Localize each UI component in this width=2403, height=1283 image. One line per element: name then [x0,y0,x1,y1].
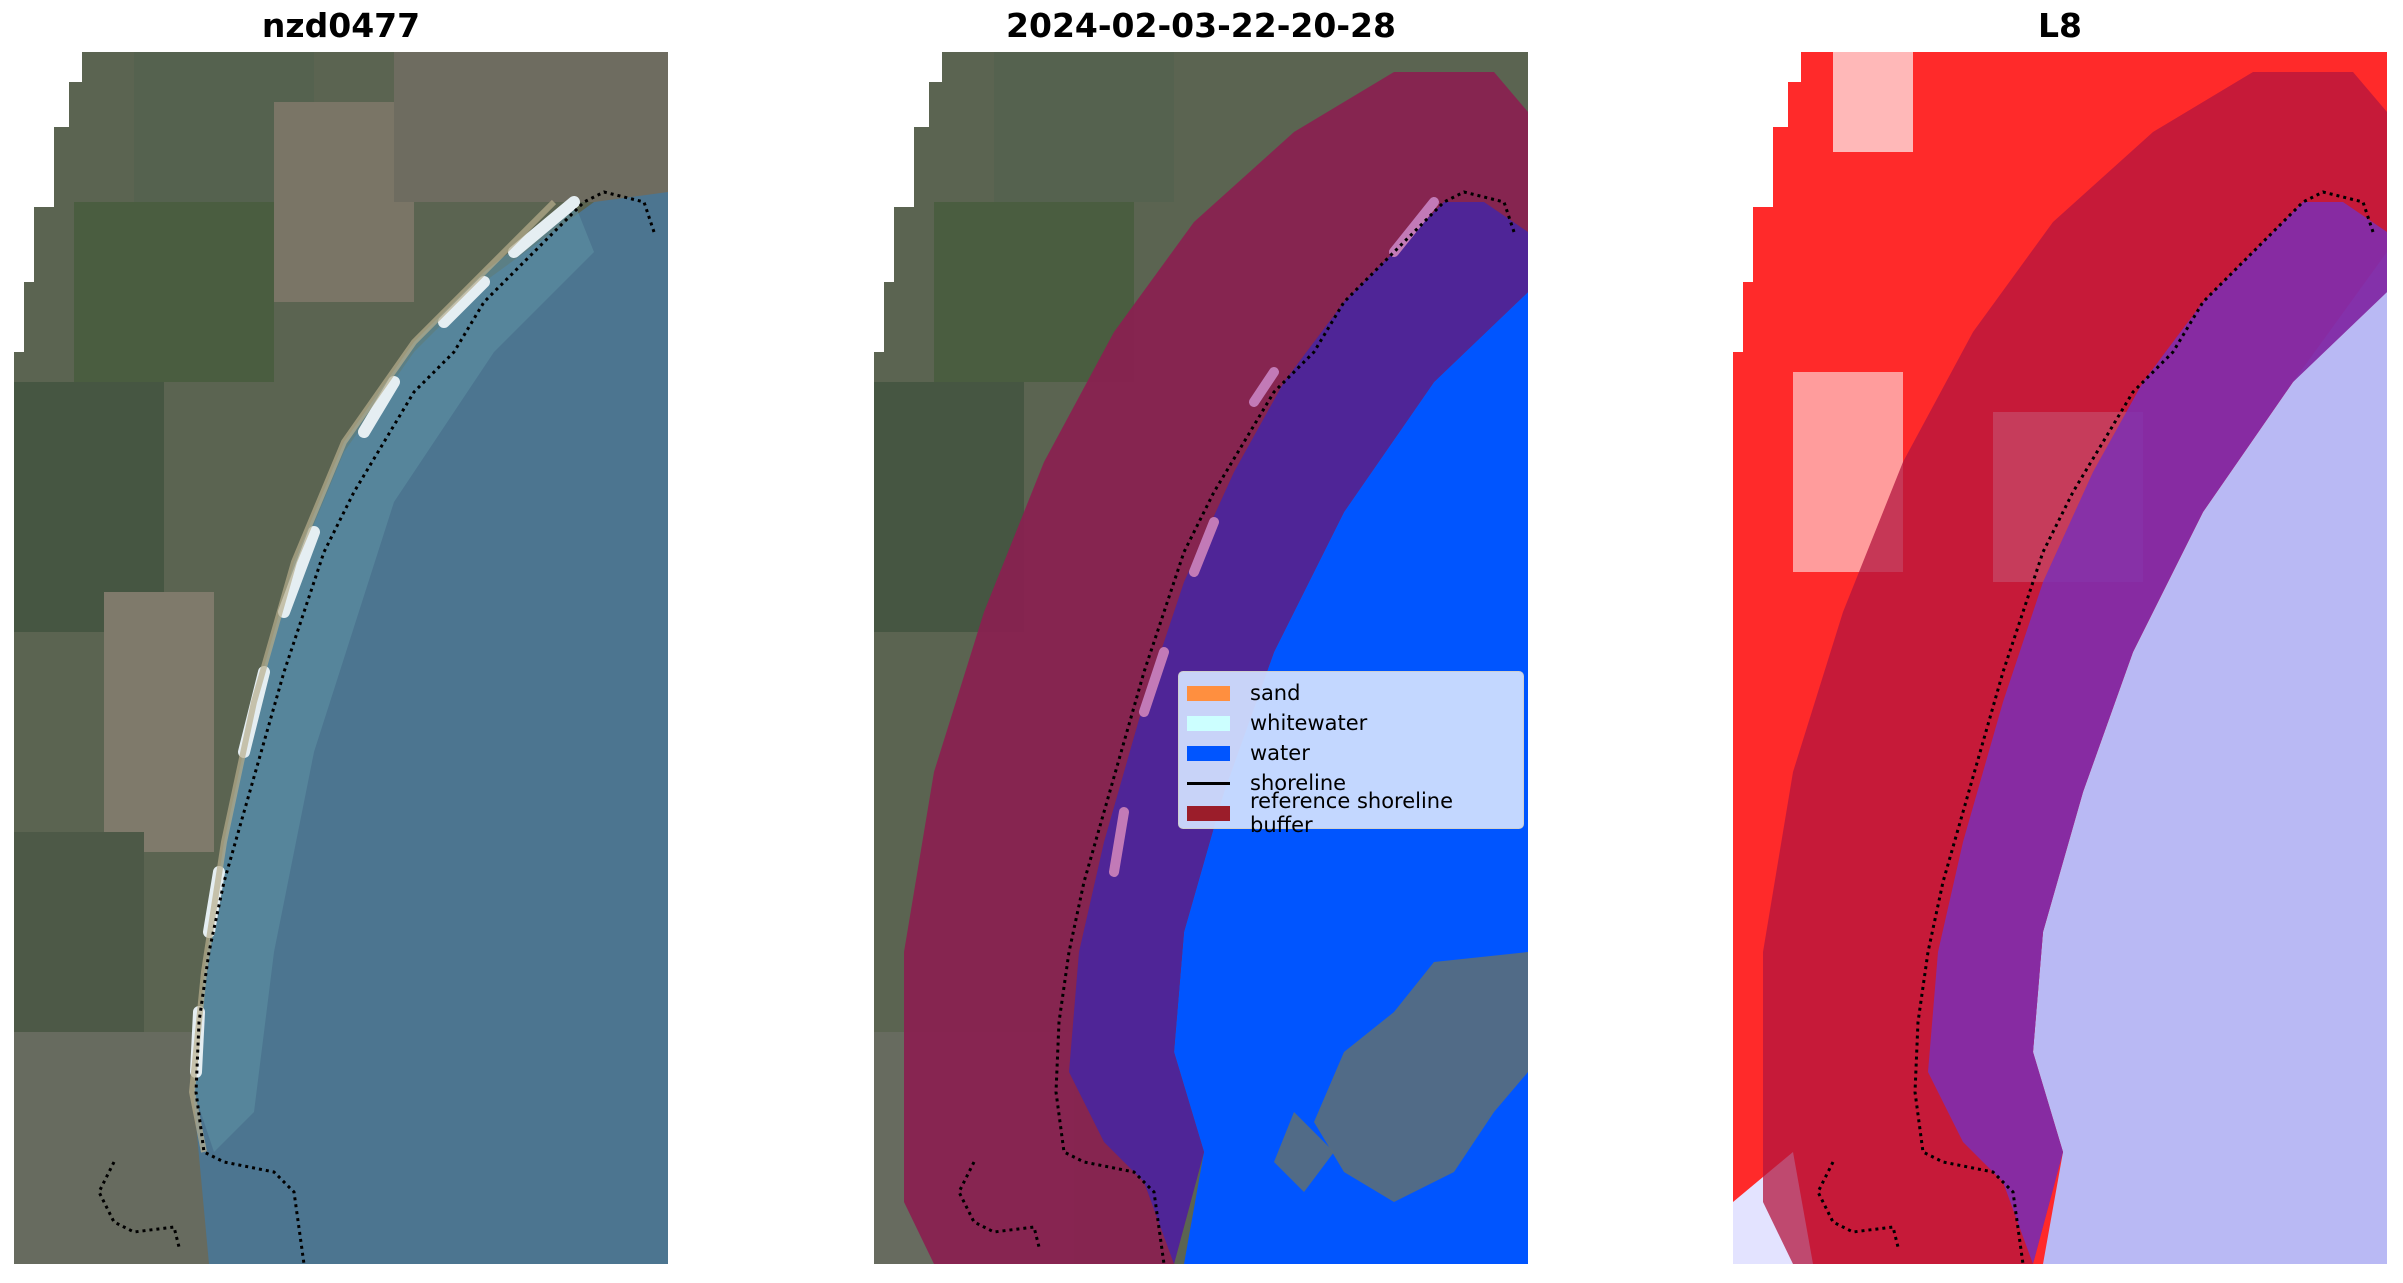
legend-item-shoreline: shoreline [1187,768,1515,798]
index-image [1733,52,2387,1265]
legend-item-water: water [1187,738,1515,768]
right-panel-title: L8 [2038,6,2082,45]
classification-image [874,52,1528,1265]
legend-label: sand [1250,681,1301,705]
legend-label: whitewater [1250,711,1368,735]
middle-panel-title: 2024-02-03-22-20-28 [1006,6,1396,45]
shoreline-swatch [1187,781,1230,785]
whitewater-swatch [1187,715,1230,731]
legend-label: water [1250,741,1310,765]
legend: sand whitewater water shoreline referenc… [1178,671,1524,837]
buffer-swatch [1187,805,1230,821]
left-panel-title: nzd0477 [261,6,421,45]
legend-item-buffer: reference shoreline buffer [1187,789,1515,837]
rgb-satellite-image [14,52,668,1265]
legend-label: shoreline [1250,771,1347,795]
legend-item-whitewater: whitewater [1187,708,1515,738]
legend-label: reference shoreline buffer [1250,789,1454,837]
sand-swatch [1187,685,1230,701]
water-swatch [1187,745,1230,761]
legend-item-sand: sand [1187,678,1515,708]
